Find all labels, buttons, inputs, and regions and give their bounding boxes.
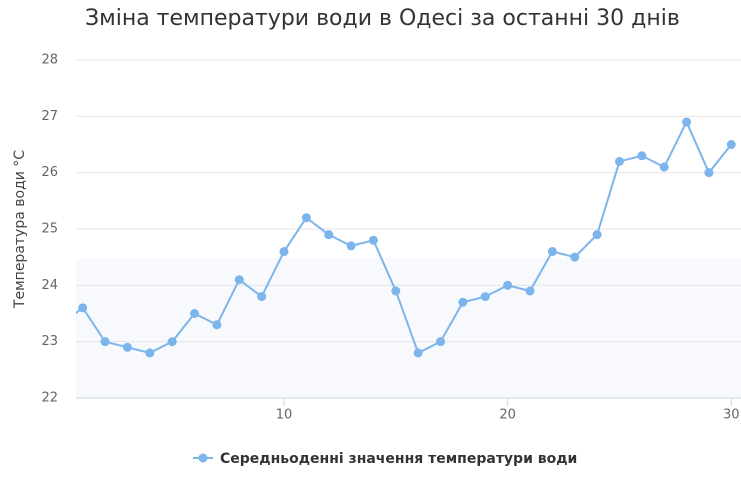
y-tick-label: 23 (41, 334, 58, 349)
data-point (480, 292, 490, 302)
y-tick-label: 27 (41, 109, 58, 124)
data-point (190, 309, 200, 318)
x-tick-label: 10 (276, 408, 293, 423)
data-point (324, 230, 334, 240)
data-point (301, 213, 311, 223)
legend[interactable]: Середньоденні значення температури води (193, 451, 577, 467)
data-point (100, 337, 110, 347)
data-point (592, 230, 602, 240)
data-point (234, 275, 244, 285)
y-tick-label: 24 (41, 278, 58, 293)
data-point (503, 280, 513, 290)
data-point (279, 247, 289, 257)
data-point (391, 286, 401, 296)
x-tick-label: 20 (499, 408, 516, 423)
y-axis-title: Температура води °C (12, 150, 28, 309)
legend-marker (198, 453, 208, 463)
x-tick-label: 30 (723, 408, 740, 423)
y-tick-label: 25 (41, 222, 58, 237)
chart-title: Зміна температури води в Одесі за останн… (85, 6, 680, 31)
y-tick-label: 28 (41, 53, 58, 68)
data-point (547, 247, 557, 257)
legend-label[interactable]: Середньоденні значення температури води (220, 451, 577, 467)
data-point (167, 337, 177, 347)
data-point (436, 337, 446, 347)
data-point (637, 151, 647, 161)
y-tick-label: 26 (41, 165, 58, 180)
data-point (704, 168, 714, 178)
data-point (659, 162, 669, 172)
data-point (78, 303, 88, 313)
data-point (368, 235, 378, 245)
data-point (570, 252, 580, 262)
data-point (525, 286, 535, 296)
data-point (458, 297, 468, 307)
data-point (145, 348, 155, 358)
series (56, 117, 736, 358)
data-point (56, 320, 65, 329)
data-point (257, 292, 267, 302)
data-point (122, 342, 132, 352)
y-tick-label: 22 (41, 391, 58, 406)
data-point (346, 241, 356, 251)
data-point (614, 156, 624, 166)
data-point (726, 140, 736, 149)
data-point (212, 320, 222, 330)
data-point (413, 348, 423, 358)
data-point (682, 117, 692, 127)
